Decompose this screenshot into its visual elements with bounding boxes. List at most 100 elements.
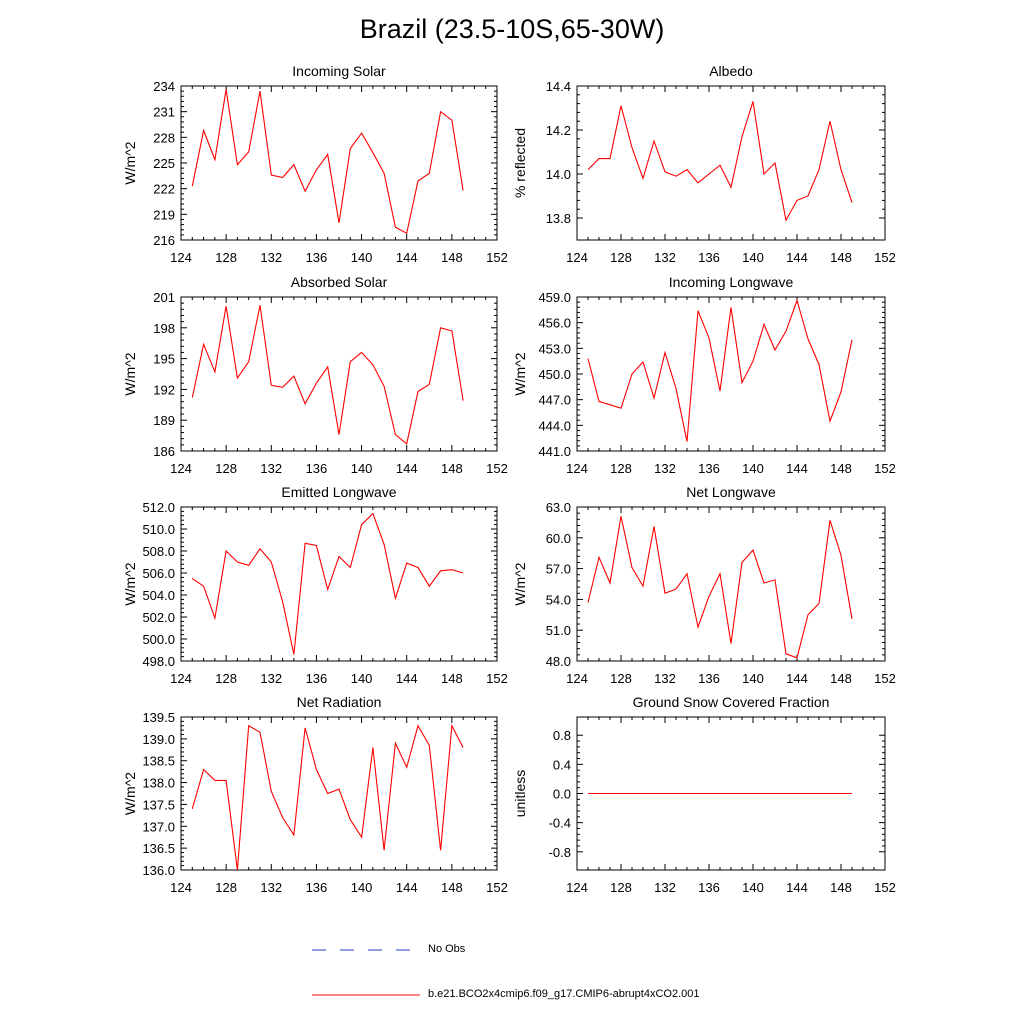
data-point — [417, 725, 418, 726]
x-tick-label: 124 — [566, 671, 588, 686]
y-tick-label: 57.0 — [546, 562, 571, 577]
data-point — [463, 747, 464, 748]
x-tick-label: 124 — [170, 671, 192, 686]
panel-incoming-longwave: 124 128 132 136 140 144 148 152 441.0 444.0 447.0 4… — [512, 274, 896, 476]
series-line — [587, 516, 853, 659]
data-point — [741, 382, 742, 383]
data-point — [807, 614, 808, 615]
y-tick-label: 186 — [153, 444, 175, 459]
x-tick-label: 140 — [742, 671, 764, 686]
data-point — [282, 817, 283, 818]
y-tick-label: 444.0 — [538, 418, 571, 433]
data-point — [395, 434, 396, 435]
data-point — [708, 173, 709, 174]
x-tick-label: 144 — [786, 250, 808, 265]
x-tick-label: 148 — [830, 461, 852, 476]
data-point — [741, 136, 742, 137]
data-point — [395, 227, 396, 228]
data-point — [293, 164, 294, 165]
x-tick-label: 132 — [654, 880, 676, 895]
data-point — [451, 725, 452, 726]
data-point — [840, 391, 841, 392]
data-point — [609, 582, 610, 583]
data-point — [271, 385, 272, 386]
data-point — [807, 338, 808, 339]
x-tick-label: 152 — [874, 461, 896, 476]
data-point — [774, 162, 775, 163]
data-point — [829, 121, 830, 122]
panel-title: Emitted Longwave — [281, 484, 396, 500]
data-point — [587, 793, 588, 794]
data-point — [248, 151, 249, 152]
data-point — [316, 769, 317, 770]
data-point — [818, 793, 819, 794]
x-tick-label: 132 — [260, 461, 282, 476]
data-point — [730, 643, 731, 644]
data-point — [429, 745, 430, 746]
data-point — [708, 596, 709, 597]
data-point — [829, 520, 830, 521]
x-tick-label: 140 — [742, 250, 764, 265]
data-point — [192, 578, 193, 579]
data-point — [384, 850, 385, 851]
data-point — [840, 169, 841, 170]
data-point — [440, 327, 441, 328]
panel-incoming-solar: 124 128 132 136 140 144 148 152 216 219 222 225 228 2… — [122, 63, 508, 265]
data-point — [708, 337, 709, 338]
data-point — [327, 793, 328, 794]
data-point — [631, 147, 632, 148]
x-tick-label: 152 — [874, 671, 896, 686]
data-point — [429, 384, 430, 385]
data-point — [192, 186, 193, 187]
x-tick-label: 132 — [654, 461, 676, 476]
data-point — [763, 793, 764, 794]
series-line — [587, 101, 853, 222]
data-point — [653, 793, 654, 794]
data-point — [327, 589, 328, 590]
y-tick-label: 510.0 — [142, 522, 175, 537]
data-point — [642, 178, 643, 179]
y-tick-label: 0.8 — [553, 728, 571, 743]
plot-frame — [576, 296, 886, 452]
data-point — [598, 401, 599, 402]
plot-frame — [576, 85, 886, 241]
data-point — [440, 850, 441, 851]
x-tick-label: 128 — [215, 671, 237, 686]
data-point — [316, 169, 317, 170]
data-point — [620, 105, 621, 106]
x-tick-label: 124 — [170, 250, 192, 265]
y-tick-label: 447.0 — [538, 393, 571, 408]
data-point — [796, 300, 797, 301]
data-point — [620, 793, 621, 794]
data-point — [282, 601, 283, 602]
x-tick-label: 144 — [786, 880, 808, 895]
x-tick-label: 152 — [874, 250, 896, 265]
data-point — [675, 793, 676, 794]
data-point — [818, 169, 819, 170]
data-point — [598, 557, 599, 558]
data-point — [327, 366, 328, 367]
x-tick-label: 136 — [306, 461, 328, 476]
y-tick-label: 198 — [153, 321, 175, 336]
x-tick-label: 128 — [610, 880, 632, 895]
x-tick-label: 136 — [698, 250, 720, 265]
data-point — [361, 132, 362, 133]
x-tick-label: 140 — [351, 671, 373, 686]
data-point — [372, 364, 373, 365]
data-point — [214, 371, 215, 372]
data-point — [675, 176, 676, 177]
data-point — [259, 91, 260, 92]
data-point — [730, 793, 731, 794]
data-point — [259, 305, 260, 306]
y-tick-label: 500.0 — [142, 632, 175, 647]
data-point — [226, 550, 227, 551]
x-tick-label: 136 — [698, 461, 720, 476]
y-tick-label: 48.0 — [546, 654, 571, 669]
data-point — [598, 158, 599, 159]
x-tick-label: 124 — [566, 880, 588, 895]
data-point — [807, 195, 808, 196]
y-tick-label: 508.0 — [142, 544, 175, 559]
y-tick-label: 201 — [153, 290, 175, 305]
data-point — [620, 408, 621, 409]
data-point — [214, 618, 215, 619]
